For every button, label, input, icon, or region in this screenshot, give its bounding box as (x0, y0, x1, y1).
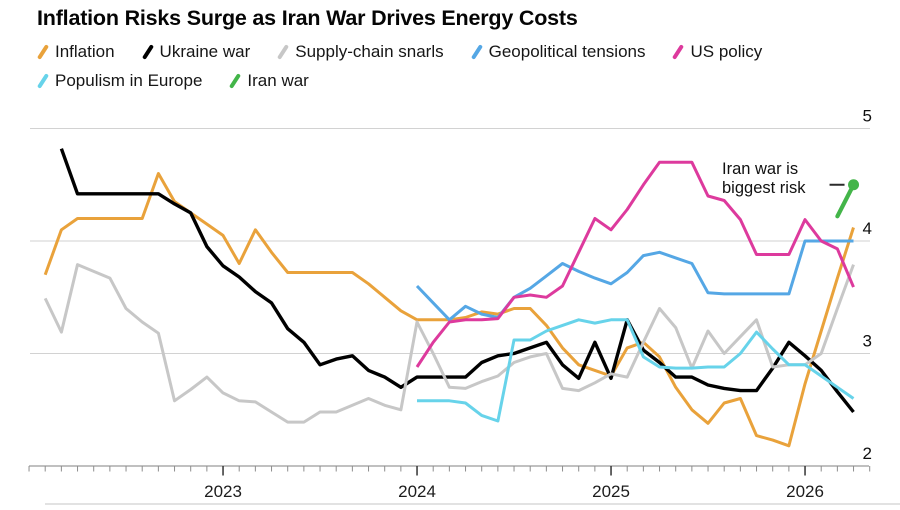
legend-label: Iran war (247, 71, 309, 90)
legend-item-populism-in-europe: Populism in Europe (36, 71, 203, 91)
x-axis-label-2026: 2026 (786, 482, 824, 501)
legend-label: Ukraine war (159, 42, 251, 61)
series-line-geopolitical-tensions (415, 239, 854, 322)
legend-item-geopolitical-tensions: Geopolitical tensions (470, 42, 646, 62)
x-axis-label-2025: 2025 (592, 482, 630, 501)
legend-item-supply-chain-snarls: Supply-chain snarls (277, 42, 444, 62)
legend-slash-icon (672, 44, 685, 60)
bottom-divider (45, 503, 900, 505)
line-chart: 5 4 3 2 2023 2024 2025 2026 (28, 107, 872, 501)
series-line-populism-in-europe (417, 318, 855, 423)
series-line-supply-chain-snarls (43, 263, 855, 424)
y-axis-label-3: 3 (863, 332, 872, 351)
legend: Inflation Ukraine war Supply-chain snarls G… (36, 41, 877, 99)
legend-label: Inflation (55, 42, 115, 61)
legend-slash-icon (141, 44, 154, 60)
legend-row: Populism in Europe Iran war (36, 70, 877, 92)
y-axis-label-4: 4 (863, 219, 872, 238)
series-line-ukraine-war (59, 148, 855, 414)
plot-area: 5 4 3 2 2023 2024 2025 2026 Iran war is biggest… (0, 100, 900, 510)
series-end-dot-iran-war (848, 179, 860, 191)
legend-slash-icon (36, 73, 50, 89)
legend-item-iran-war: Iran war (229, 71, 309, 91)
x-axis-label-2023: 2023 (204, 482, 242, 501)
series-line-us-policy (415, 160, 855, 368)
legend-label: Supply-chain snarls (295, 42, 444, 61)
legend-label: Populism in Europe (55, 71, 203, 90)
legend-label: US policy (690, 42, 763, 61)
legend-item-us-policy: US policy (672, 42, 762, 62)
chart-title: Inflation Risks Surge as Iran War Drives… (37, 6, 578, 30)
legend-item-inflation: Inflation (36, 42, 115, 62)
legend-slash-icon (36, 44, 50, 60)
legend-slash-icon (470, 44, 483, 60)
legend-label: Geopolitical tensions (488, 42, 646, 61)
series-line-iran-war (835, 182, 856, 219)
legend-slash-icon (277, 44, 290, 60)
legend-row: Inflation Ukraine war Supply-chain snarls G… (36, 41, 877, 63)
legend-item-ukraine-war: Ukraine war (141, 42, 251, 62)
annotation-line2: biggest risk (722, 179, 806, 197)
y-axis-label-2: 2 (863, 444, 872, 463)
y-axis-label-5: 5 (863, 107, 872, 126)
annotation-line1: Iran war is (722, 160, 799, 178)
x-axis-label-2024: 2024 (398, 482, 436, 501)
series-line-inflation (43, 172, 855, 448)
annotation-iran-war: Iran war is biggest risk (722, 160, 832, 198)
legend-slash-icon (229, 73, 242, 89)
